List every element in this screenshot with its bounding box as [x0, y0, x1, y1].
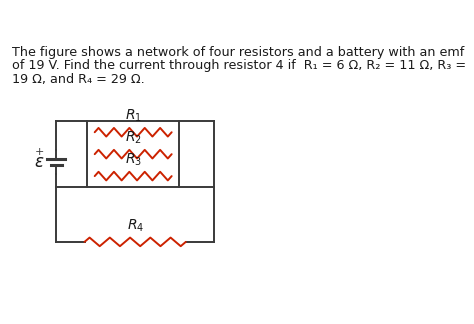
- Text: $R_3$: $R_3$: [125, 152, 142, 168]
- Text: $R_1$: $R_1$: [125, 108, 142, 124]
- Text: $R_2$: $R_2$: [125, 130, 142, 146]
- Text: +: +: [35, 146, 44, 156]
- Text: The figure shows a network of four resistors and a battery with an emf: The figure shows a network of four resis…: [12, 46, 465, 59]
- Text: $R_4$: $R_4$: [127, 218, 144, 234]
- Text: $\varepsilon$: $\varepsilon$: [34, 153, 44, 171]
- Text: 19 Ω, and R₄ = 29 Ω.: 19 Ω, and R₄ = 29 Ω.: [12, 73, 145, 86]
- Text: of 19 V. Find the current through resistor 4 if  R₁ = 6 Ω, R₂ = 11 Ω, R₃ =: of 19 V. Find the current through resist…: [12, 59, 466, 72]
